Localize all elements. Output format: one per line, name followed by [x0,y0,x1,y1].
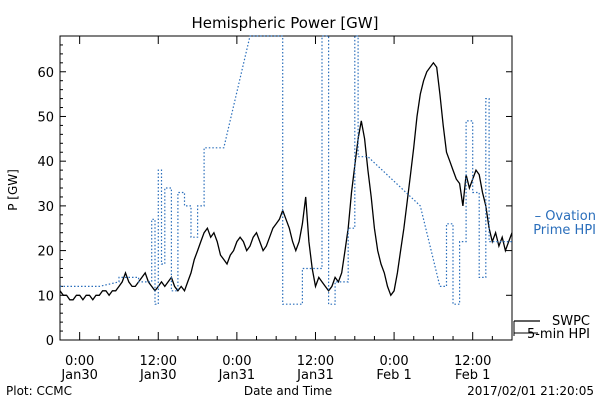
footer-right: 2017/02/01 21:20:05 [467,384,594,398]
y-axis: 0 10 20 30 40 50 60 [37,44,512,349]
y-tick-label: 0 [46,334,54,349]
plot-frame [59,35,513,341]
x-tick-label-date: Jan30 [60,368,98,383]
legend-swpc-label-1: SWPC [552,314,590,329]
x-tick-label-date: Jan31 [296,368,334,383]
y-tick-label: 20 [37,245,54,260]
series-layer [59,35,513,305]
x-axis: 0:00Jan3012:00Jan300:00Jan3112:00Jan310:… [60,36,513,383]
y-tick-label: 50 [37,110,54,125]
y-tick-label: 10 [37,289,54,304]
x-tick-label-time: 0:00 [379,354,408,369]
x-tick-label-date: Jan31 [218,368,256,383]
footer-left: Plot: CCMC [6,384,72,398]
legend-ovation-label-1: – Ovation [535,209,596,224]
legend-ovation-label-2: Prime HPI [533,223,596,238]
x-tick-label-time: 0:00 [65,354,94,369]
x-tick-label-date: Feb 1 [376,368,411,383]
x-tick-label-time: 12:00 [140,354,177,369]
series-line-ovation-prime-hpi [60,35,512,305]
legend-swpc-label-2: 5-min HPI [527,327,590,342]
chart-title: Hemispheric Power [GW] [192,14,379,32]
x-axis-label: Date and Time [244,384,332,398]
x-tick-label-date: Jan30 [139,368,177,383]
y-tick-label: 40 [37,155,54,170]
y-axis-label: P [GW] [6,169,20,211]
series-line-swpc-5-min-hpi [59,61,513,301]
x-tick-label-time: 0:00 [222,354,251,369]
y-tick-label: 60 [37,66,54,81]
y-tick-label: 30 [37,200,54,215]
x-tick-label-time: 12:00 [454,354,491,369]
x-tick-label-time: 12:00 [297,354,334,369]
x-tick-label-date: Feb 1 [455,368,490,383]
